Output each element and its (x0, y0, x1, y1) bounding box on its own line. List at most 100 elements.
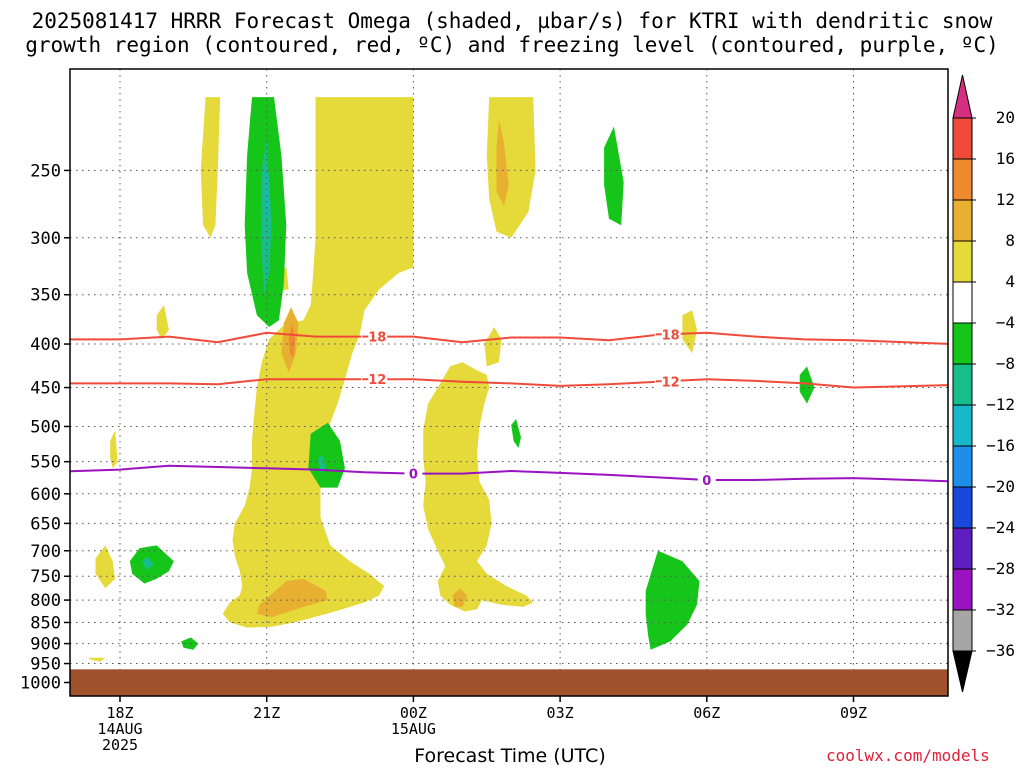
colorbar-box (952, 527, 973, 570)
colorbar-label: 8 (1005, 231, 1015, 250)
omega-area (256, 578, 328, 618)
grid-lines (70, 69, 948, 696)
x-tick-label: 2025 (102, 736, 138, 754)
chart-title-line-1: 2025081417 HRRR Forecast Omega (shaded, … (31, 9, 993, 33)
y-tick-label: 350 (30, 286, 61, 306)
x-tick-label: 06Z (693, 704, 720, 722)
y-tick-label: 250 (30, 161, 61, 181)
omega-area (260, 139, 272, 295)
omega-shaded-areas (88, 97, 815, 662)
y-tick-label: 400 (30, 335, 61, 355)
colorbar-box (952, 117, 973, 160)
colorbar-box (952, 486, 973, 529)
colorbar-label: −32 (986, 600, 1015, 619)
freezing-level-line (70, 464, 948, 483)
plot-frame (69, 68, 949, 697)
x-tick-label: 09Z (840, 704, 867, 722)
y-tick-label: 600 (30, 485, 61, 505)
y-tick-label: 950 (30, 655, 61, 675)
omega-area (142, 557, 155, 571)
y-tick-label: 900 (30, 635, 61, 655)
ground-layer (70, 669, 948, 696)
x-tick-label: 15AUG (391, 720, 436, 738)
colorbar-top-arrow (952, 74, 973, 119)
omega-area (200, 97, 221, 238)
contour-label-bg (404, 466, 423, 481)
y-tick-label: 700 (30, 542, 61, 562)
x-tick-label: 00Z (400, 704, 427, 722)
omega-area (181, 637, 199, 650)
colorbar-box (952, 609, 973, 652)
colorbar-bottom-arrow (952, 650, 973, 693)
colorbar-box (952, 281, 973, 324)
temperature-contour-line (70, 331, 948, 345)
contour-label-bg (361, 329, 388, 344)
colorbar-label: −8 (996, 354, 1015, 373)
y-tick-label: 850 (30, 613, 61, 633)
colorbar-label: −28 (986, 559, 1015, 578)
colorbar-box (952, 404, 973, 447)
omega-area (604, 126, 624, 226)
omega-area (88, 657, 106, 662)
omega-area (799, 366, 815, 404)
colorbar-label: 12 (996, 190, 1015, 209)
x-axis-label: Forecast Time (UTC) (414, 745, 606, 767)
contour-label-bg (361, 372, 388, 387)
contour-label-bg (697, 473, 716, 488)
colorbar-box (952, 199, 973, 242)
contour-label: 18 (662, 328, 680, 343)
omega-area (452, 588, 468, 607)
credit-text: coolwx.com/models (826, 746, 990, 765)
contour-label: 12 (662, 375, 680, 390)
colorbar-box (952, 568, 973, 611)
x-tick-label: 14AUG (97, 720, 142, 738)
colorbar-label: −12 (986, 395, 1015, 414)
omega-area (496, 119, 509, 206)
colorbar-box (952, 158, 973, 201)
y-tick-label: 300 (30, 229, 61, 249)
omega-area (511, 419, 521, 448)
y-tick-label: 800 (30, 591, 61, 611)
omega-area (484, 327, 502, 367)
omega-area (423, 362, 534, 612)
x-tick-label: 03Z (547, 704, 574, 722)
colorbar-box (952, 322, 973, 365)
y-tick-label: 450 (30, 379, 61, 399)
omega-area (110, 430, 118, 469)
y-axis: 2503003504004505005506006507007508008509… (20, 161, 70, 694)
omega-area (645, 550, 700, 650)
temperature-contours: 18 18 12 12 0 0 (70, 327, 948, 489)
colorbar-label: −24 (986, 518, 1015, 537)
omega-area (682, 310, 697, 354)
colorbar-label: 4 (1005, 272, 1015, 291)
y-tick-label: 550 (30, 453, 61, 473)
colorbar-label: −36 (986, 641, 1015, 660)
omega-area (95, 545, 116, 589)
omega-area (265, 170, 269, 219)
colorbar-label: 20 (996, 108, 1015, 127)
colorbar-label: −16 (986, 436, 1015, 455)
contour-label: 18 (368, 331, 386, 346)
contour-label-bg (654, 327, 681, 342)
colorbar-label: 16 (996, 149, 1015, 168)
omega-area (222, 97, 414, 628)
x-tick-label: 21Z (253, 704, 280, 722)
contour-label: 0 (409, 468, 418, 483)
contour-label: 12 (368, 373, 386, 388)
y-tick-label: 500 (30, 417, 61, 437)
contour-label-bg (654, 374, 681, 389)
omega-area (156, 305, 169, 340)
ground-fill (70, 669, 948, 696)
colorbar-box (952, 445, 973, 488)
y-tick-label: 1000 (20, 674, 61, 694)
colorbar: 20 16 12 8 4 −4 −8 −12 −16 −20 −24 −28 −32 −36 (952, 74, 1015, 693)
y-tick-label: 650 (30, 514, 61, 534)
temperature-contour-line (70, 378, 948, 389)
chart-title-line-2: growth region (contoured, red, ºC) and f… (25, 33, 999, 57)
colorbar-box (952, 363, 973, 406)
y-tick-label: 750 (30, 567, 61, 587)
colorbar-label: −20 (986, 477, 1015, 496)
contour-label: 0 (702, 474, 711, 489)
